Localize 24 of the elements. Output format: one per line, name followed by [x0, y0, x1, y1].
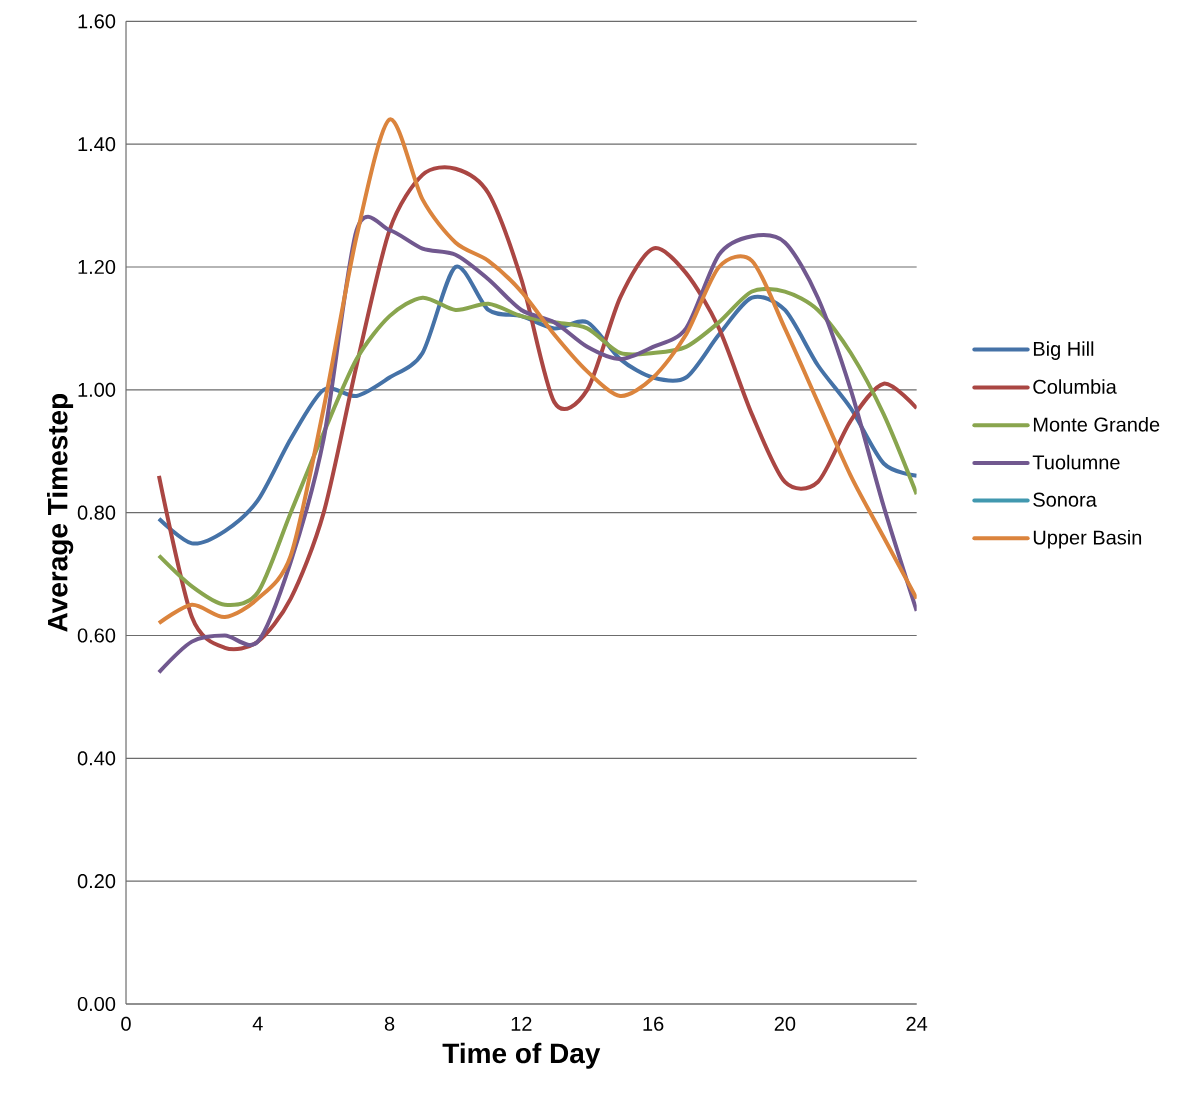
x-tick-label: 8	[384, 1016, 395, 1031]
y-tick-label: 1.00	[78, 382, 116, 397]
legend-label: Tuolumne	[1032, 454, 1120, 470]
legend-label: Monte Grande	[1033, 416, 1160, 432]
y-tick-label: 0.20	[77, 874, 116, 889]
legend-label: Columbia	[1033, 379, 1117, 394]
y-tick-label: 1.60	[78, 14, 116, 29]
y-tick-label: 0.00	[77, 996, 116, 1012]
x-tick-label: 0	[121, 1016, 131, 1031]
x-tick-label: 24	[906, 1016, 928, 1031]
y-tick-label: 0.40	[77, 751, 116, 766]
x-tick-label: 16	[643, 1016, 664, 1031]
legend-label: Upper Basin	[1033, 529, 1142, 549]
x-tick-label: 4	[252, 1016, 263, 1031]
y-tick-label: 1.20	[78, 259, 116, 275]
legend-label: Big Hill	[1033, 341, 1094, 360]
y-axis-title: Average Timestep	[47, 393, 74, 632]
legend-label: Sonora	[1033, 492, 1097, 507]
y-tick-label: 1.40	[78, 137, 116, 152]
y-tick-label: 0.60	[77, 628, 116, 643]
y-tick-label: 0.80	[77, 505, 116, 520]
x-axis-title: Time of Day	[442, 1042, 601, 1069]
x-tick-label: 12	[511, 1016, 532, 1031]
x-tick-label: 20	[774, 1016, 796, 1031]
